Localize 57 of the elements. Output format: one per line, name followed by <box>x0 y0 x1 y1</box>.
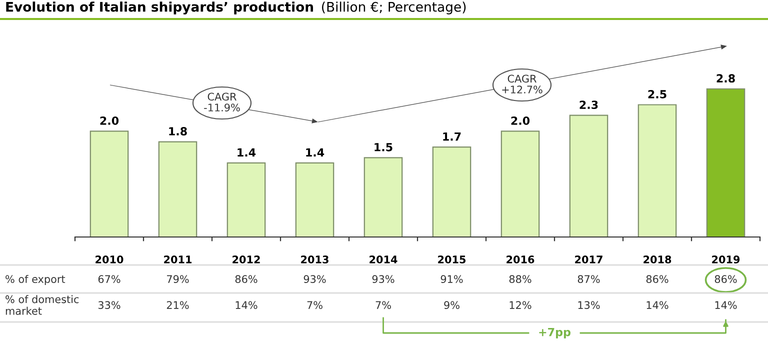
data-label: 1.8 <box>169 127 187 136</box>
text: 91% <box>440 275 463 284</box>
data-label: 2.0 <box>100 116 119 125</box>
text: 7% <box>376 301 391 310</box>
text: 93% <box>304 275 326 284</box>
bar <box>226 162 266 237</box>
bar <box>158 141 198 237</box>
annotation: CAGR -11.9% <box>204 92 240 112</box>
text: 88% <box>509 275 532 284</box>
data-label: 1.5 <box>374 143 392 152</box>
text: 14% <box>715 301 737 310</box>
chart-subtitle: (Billion €; Percentage) <box>322 2 466 14</box>
text: 9% <box>444 301 460 310</box>
bar <box>364 157 403 237</box>
text: 86% <box>646 275 668 284</box>
x-tick-label: 2016 <box>506 256 534 264</box>
text: 33% <box>98 301 120 310</box>
data-label: 1.4 <box>238 148 256 156</box>
x-tick-label: 2019 <box>712 256 740 264</box>
text: 13% <box>578 301 600 310</box>
data-label: 2.5 <box>648 90 666 98</box>
text: 87% <box>578 275 600 284</box>
data-label: 1.7 <box>443 132 461 141</box>
text: 14% <box>236 301 258 310</box>
bar <box>638 104 677 237</box>
x-tick-label: 2013 <box>301 256 328 264</box>
text: % of export <box>6 274 66 286</box>
text: 86% <box>235 275 258 284</box>
bar <box>295 162 334 237</box>
bar <box>432 146 472 237</box>
bar <box>500 130 540 237</box>
text: 86% <box>714 275 737 284</box>
text: 7% <box>307 301 322 310</box>
chart-title: Evolution of Italian shipyards’ production <box>6 2 313 14</box>
text: +7pp <box>539 328 570 338</box>
bar <box>569 114 608 237</box>
text: 14% <box>646 301 668 310</box>
bar <box>90 130 129 237</box>
x-tick-label: 2011 <box>164 256 192 264</box>
data-label: 2.3 <box>580 100 598 110</box>
bar <box>706 88 746 237</box>
text: % of domestic market <box>6 295 79 315</box>
x-tick-label: 2014 <box>370 256 398 264</box>
annotation: CAGR +12.7% <box>502 74 542 94</box>
data-label: 2.0 <box>511 116 530 125</box>
x-tick-label: 2010 <box>96 256 124 264</box>
data-label: 1.4 <box>306 148 324 156</box>
text: 12% <box>510 301 532 310</box>
text: 67% <box>98 275 120 284</box>
text: 93% <box>372 275 394 284</box>
text: 79% <box>167 275 189 284</box>
x-tick-label: 2018 <box>644 256 672 264</box>
text: 21% <box>166 301 189 310</box>
x-tick-label: 2012 <box>232 256 260 264</box>
x-tick-label: 2015 <box>438 256 466 264</box>
data-label: 2.8 <box>716 74 735 83</box>
x-tick-label: 2017 <box>575 256 602 264</box>
